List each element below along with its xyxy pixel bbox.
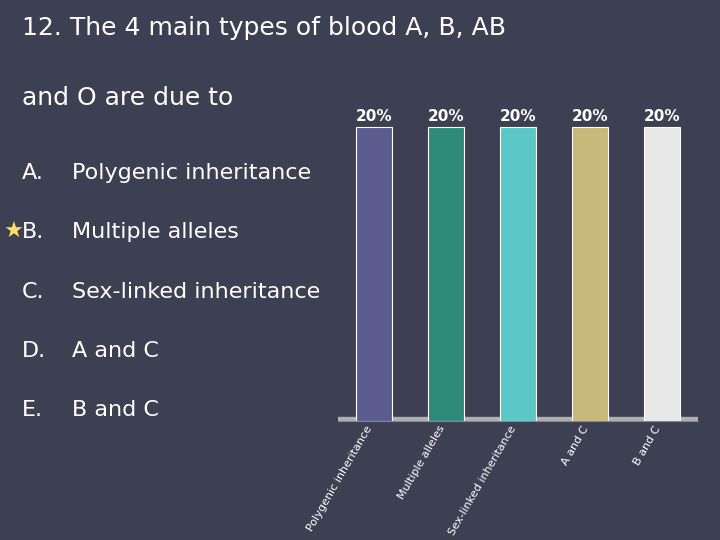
Text: 20%: 20% [428,109,464,124]
Text: A.: A. [22,163,43,183]
Bar [356,127,392,421]
Text: ★: ★ [4,222,24,242]
Text: 20%: 20% [644,109,680,124]
Text: Sex-linked inheritance: Sex-linked inheritance [72,281,320,302]
Text: A and C: A and C [72,341,159,361]
Text: 20%: 20% [356,109,392,124]
Text: 20%: 20% [500,109,536,124]
Text: Multiple alleles: Multiple alleles [72,222,239,242]
Text: C.: C. [22,281,44,302]
Text: Polygenic inheritance: Polygenic inheritance [72,163,311,183]
Text: D.: D. [22,341,46,361]
Text: B and C: B and C [72,400,159,421]
Bar [572,127,608,421]
Bar [500,127,536,421]
Text: 12. The 4 main types of blood A, B, AB: 12. The 4 main types of blood A, B, AB [22,16,505,40]
Text: 20%: 20% [572,109,608,124]
Bar [338,421,698,429]
Bar [428,127,464,421]
Text: E.: E. [22,400,42,421]
Bar [644,127,680,421]
Text: and O are due to: and O are due to [22,86,233,110]
Text: B.: B. [22,222,44,242]
